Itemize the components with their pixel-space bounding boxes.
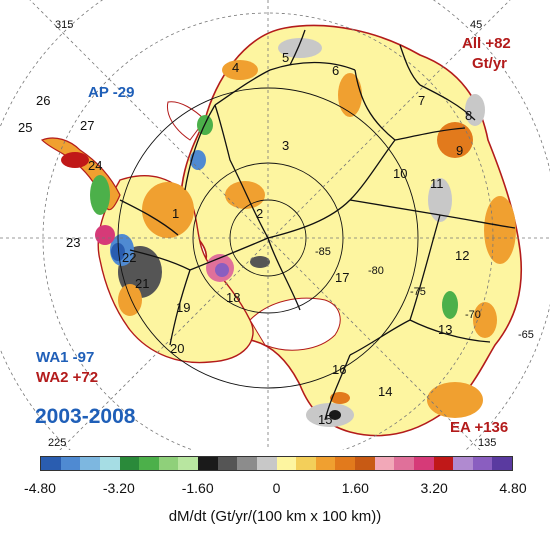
longitude-label-45: 45 [470,19,482,31]
basin-number: 4 [232,60,239,75]
latitude-label-70: -70 [465,309,481,321]
colorbar-swatch [256,457,277,470]
longitude-label-315: 315 [55,19,73,31]
latitude-label-75: -75 [410,286,426,298]
basin-number: 23 [66,235,80,250]
colorbar-tick-label: -3.20 [102,480,135,496]
region-label-ea: EA +136 [450,419,508,436]
latitude-label-65: -65 [518,329,534,341]
basin-number: 3 [282,138,289,153]
colorbar-swatch [492,457,512,470]
basin-number: 18 [226,290,240,305]
colorbar-swatch [198,457,218,470]
colorbar-tick-label: 3.20 [420,480,448,496]
colorbar-swatch [60,457,81,470]
colorbar-swatch [80,457,100,470]
basin-number: 25 [18,120,32,135]
basin-number: 17 [335,270,349,285]
longitude-label-135: 135 [478,437,496,449]
colorbar-swatch [99,457,120,470]
latitude-label-80: -80 [368,265,384,277]
colorbar-swatch [158,457,179,470]
basin-number: 19 [176,300,190,315]
basin-number: 13 [438,322,452,337]
colorbar-swatch [335,457,355,470]
longitude-label-225: 225 [48,437,66,449]
basin-number: 22 [122,250,136,265]
colorbar [40,456,513,471]
basin-number: 12 [455,248,469,263]
colorbar-tick-label: 4.80 [499,480,527,496]
basin-number: 6 [332,63,339,78]
region-label-ap: AP -29 [88,84,134,101]
coastal-change-patches [61,38,516,427]
colorbar-swatch [394,457,414,470]
filchner-notch [166,101,206,141]
colorbar-swatch [296,457,316,470]
basin-number: 2 [256,206,263,221]
period-label: 2003-2008 [35,405,136,428]
basin-number: 16 [332,362,346,377]
colorbar-swatch [374,457,395,470]
latitude-label-85: -85 [315,246,331,258]
basin-number: 24 [88,158,102,173]
basin-number: 1 [172,206,179,221]
colorbar-ticks: -4.80 -3.20 -1.60 0 1.60 3.20 4.80 [24,480,527,498]
basin-number-labels: 1 2 3 4 5 6 7 8 9 10 11 12 13 14 15 16 1… [18,50,472,427]
colorbar-swatch [237,457,257,470]
colorbar-tick-label: 1.60 [341,480,369,496]
ross-ice-shelf-notch [249,297,341,351]
antarctica-mass-change-map: 315 45 225 135 -85 -80 -75 -70 -65 1 2 3… [0,0,550,450]
basin-number: 26 [36,93,50,108]
colorbar-tick-label: -1.60 [181,480,214,496]
colorbar-swatch [453,457,473,470]
basin-number: 20 [170,341,184,356]
basin-number: 7 [418,93,425,108]
colorbar-swatch [41,457,61,470]
region-label-all: All +82 [462,35,511,52]
polar-grid [0,0,550,450]
colorbar-tick-label: 0 [272,480,281,496]
colorbar-swatch [217,457,238,470]
basin-number: 8 [465,108,472,123]
colorbar-swatch [139,457,159,470]
basin-number: 5 [282,50,289,65]
basin-number: 14 [378,384,392,399]
basin-number: 9 [456,143,463,158]
basin-number: 27 [80,118,94,133]
region-label-wa1: WA1 -97 [36,349,94,366]
colorbar-swatch [276,457,297,470]
colorbar-swatch [119,457,140,470]
drainage-basin-boundaries [119,29,516,421]
colorbar-swatch [315,457,336,470]
colorbar-swatch [178,457,198,470]
basin-number: 21 [135,276,149,291]
colorbar-swatch [472,457,493,470]
basin-number: 15 [318,412,332,427]
colorbar-label: dM/dt (Gt/yr/(100 km x 100 km)) [168,508,382,525]
colorbar-swatch [413,457,434,470]
colorbar-swatch [355,457,375,470]
region-label-wa2: WA2 +72 [36,369,98,386]
colorbar-tick-label: -4.80 [24,480,56,496]
basin-number: 11 [430,176,444,191]
basin-number: 10 [393,166,407,181]
colorbar-swatch [433,457,454,470]
region-label-all-unit: Gt/yr [472,55,507,72]
